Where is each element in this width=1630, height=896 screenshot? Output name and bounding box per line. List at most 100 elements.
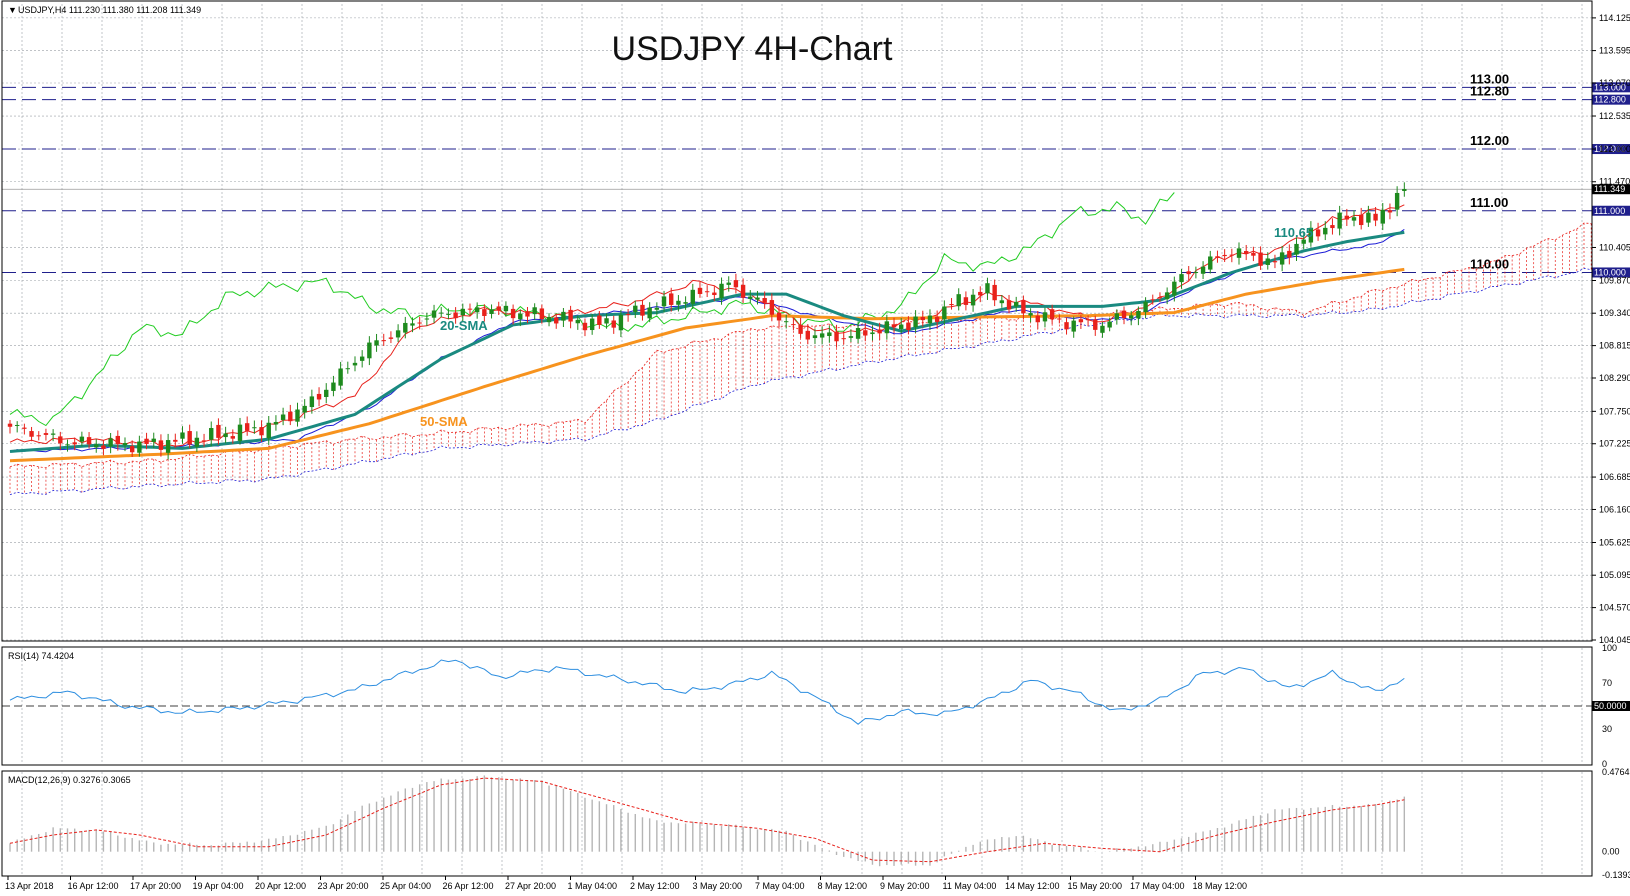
candle-body — [877, 329, 882, 334]
candle-body — [1236, 248, 1242, 258]
candle-body — [970, 294, 976, 306]
candle-body — [1193, 272, 1199, 274]
candle-body — [201, 440, 207, 442]
candle-body — [1143, 301, 1148, 313]
candle-body — [338, 368, 343, 386]
candle-body — [1114, 313, 1120, 320]
candle-body — [94, 444, 99, 448]
x-tick-label: 1 May 04:00 — [568, 881, 618, 891]
candle-body — [1085, 319, 1091, 321]
level-price-tag-text: 112.800 — [1594, 95, 1626, 105]
candle-body — [1093, 319, 1098, 330]
x-tick-label: 17 Apr 20:00 — [130, 881, 181, 891]
y-tick-label: 109.340 — [1599, 308, 1630, 318]
tenkan-line — [9, 204, 1405, 448]
chart-title: USDJPY 4H-Chart — [612, 30, 893, 68]
x-tick-label: 18 May 12:00 — [1193, 881, 1248, 891]
candle-body — [1014, 301, 1019, 307]
candle-body — [1323, 227, 1328, 235]
candle-body — [1279, 252, 1285, 265]
candle-body — [978, 291, 983, 296]
candle-body — [561, 311, 566, 321]
candle-body — [690, 289, 695, 304]
macd-signal-line — [9, 777, 1405, 863]
level-label: 112.80 — [1470, 84, 1509, 99]
candle-body — [697, 287, 703, 295]
current-price-tag-text: 111.349 — [1594, 184, 1625, 194]
candle-body — [453, 312, 458, 319]
y-tick-label: 109.870 — [1599, 275, 1630, 285]
level-price-tag — [1592, 82, 1630, 93]
candle-body — [460, 308, 465, 316]
candle-body — [1028, 313, 1033, 316]
candle-body — [1402, 189, 1407, 191]
candle-body — [1064, 322, 1069, 330]
candle-body — [1366, 212, 1371, 223]
main-panel-frame — [1, 0, 1593, 642]
candle-body — [216, 424, 221, 438]
candle-body — [669, 293, 674, 305]
candle-body — [834, 331, 839, 342]
y-tick-label: 112.000 — [1599, 144, 1630, 154]
candle-body — [906, 322, 911, 331]
candle-body — [1287, 250, 1292, 258]
candle-body — [496, 306, 501, 311]
rsi-label: RSI(14) 74.4204 — [8, 651, 74, 661]
sma20-annotation: 20-SMA — [440, 318, 488, 333]
sub-panels: 50.0000 100 70 30 00.4764 0.00 -0.1393 — [2, 643, 1630, 880]
candle-body — [302, 405, 307, 413]
candle-body — [467, 308, 473, 310]
candle-body — [582, 322, 588, 331]
candle-body — [72, 442, 77, 445]
rsi-tick-label: 70 — [1602, 678, 1612, 688]
level-label: 111.00 — [1470, 195, 1508, 210]
rsi-level-tag — [1592, 701, 1630, 711]
candle-body — [410, 323, 415, 326]
candle-body — [1172, 281, 1177, 296]
candle-body — [640, 304, 645, 316]
y-tick-label: 105.095 — [1599, 570, 1630, 580]
candle-body — [956, 294, 961, 307]
candle-body — [115, 435, 121, 445]
y-tick-label: 106.160 — [1599, 504, 1630, 514]
candle-body — [899, 324, 904, 330]
candle-body — [963, 297, 969, 305]
candle-body — [173, 439, 178, 442]
candle-body — [611, 320, 616, 328]
candle-body — [539, 308, 545, 320]
candle-body — [108, 438, 113, 447]
y-tick-label: 104.570 — [1599, 603, 1630, 613]
candle-body — [417, 322, 422, 324]
candle-body — [86, 437, 92, 445]
candle-body — [927, 315, 933, 324]
candle-body — [1200, 266, 1206, 274]
candle-body — [431, 310, 437, 318]
candle-body — [446, 313, 451, 315]
x-tick-label: 20 Apr 12:00 — [255, 881, 306, 891]
x-tick-label: 7 May 04:00 — [755, 881, 805, 891]
candle-body — [999, 300, 1005, 304]
candle-body — [1057, 318, 1062, 320]
candle-body — [704, 291, 710, 293]
candle-body — [7, 423, 13, 427]
candle-body — [101, 445, 106, 449]
candle-body — [58, 436, 63, 444]
candle-body — [676, 300, 681, 305]
y-tick-label: 105.625 — [1599, 537, 1630, 547]
candle-body — [784, 321, 789, 323]
candle-body — [1042, 312, 1048, 322]
level-label: 113.00 — [1470, 71, 1509, 86]
candle-body — [129, 446, 135, 453]
candle-body — [1049, 309, 1055, 320]
macd-tick-label: 0.4764 — [1602, 767, 1630, 777]
rsi-tick-label: 30 — [1602, 724, 1612, 734]
candle-body — [187, 431, 192, 445]
candle-body — [855, 328, 861, 339]
chart-menu-arrow[interactable]: ▼ — [8, 5, 17, 15]
candle-body — [597, 315, 602, 325]
candle-body — [266, 422, 271, 439]
candle-body — [1215, 256, 1220, 258]
candle-body — [1121, 310, 1127, 319]
candle-body — [230, 436, 236, 439]
candle-body — [137, 441, 142, 453]
